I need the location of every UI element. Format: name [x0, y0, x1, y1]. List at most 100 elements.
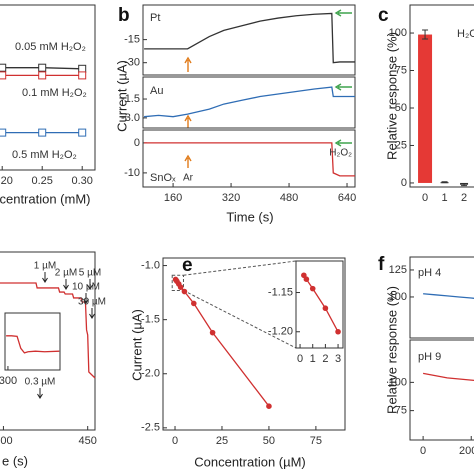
- marker: [38, 71, 47, 80]
- axes-frame: [409, 339, 474, 441]
- annotation: 5 µM: [79, 268, 101, 279]
- x-tick-label: 25: [216, 435, 228, 447]
- y-tick-label: -1.20: [268, 326, 293, 338]
- x-axis-label: centration (mM): [0, 191, 91, 206]
- inset-frame: [4, 312, 61, 371]
- x-axis-label: Time (s): [226, 209, 273, 224]
- arrow: [184, 114, 192, 128]
- axes-frame: [142, 129, 356, 188]
- y-tick-label: -2.5: [141, 422, 160, 434]
- y-tick-label: -3.0: [121, 112, 140, 124]
- marker: [0, 128, 7, 137]
- y-tick-label: 0: [401, 177, 407, 189]
- axes-frame: [0, 4, 96, 171]
- x-tick-label: 300: [0, 375, 17, 387]
- x-tick-label: 2000: [459, 445, 474, 457]
- x-axis-label: Concentration (µM): [194, 454, 306, 469]
- annotation: 10 µM: [72, 282, 100, 293]
- marker: [0, 63, 7, 72]
- annotation-arrow: [42, 272, 48, 283]
- panel-label: c: [378, 5, 389, 26]
- annotation: 30 µM: [78, 297, 106, 308]
- arrow: [334, 139, 352, 147]
- arrow: [334, 9, 352, 17]
- marker: [38, 63, 47, 72]
- marker: [0, 71, 7, 80]
- x-tick-label: 160: [164, 192, 182, 204]
- arrow: [184, 56, 192, 72]
- y-tick-label: 0: [134, 137, 140, 149]
- annotation-arrow: [83, 293, 89, 304]
- y-tick-label: -1.15: [268, 286, 293, 298]
- annotation: 1 µM: [34, 261, 56, 272]
- y-tick-label: -2.0: [141, 368, 160, 380]
- y-tick-label: 100: [389, 376, 407, 388]
- point: [266, 403, 272, 410]
- x-axis-label: e (s): [2, 453, 28, 468]
- axes-frame: [162, 257, 346, 431]
- y-tick-label: 100: [389, 291, 407, 303]
- x-tick-label: 480: [280, 192, 298, 204]
- error-bar: [441, 181, 448, 184]
- axes-frame: [0, 251, 96, 431]
- x-tick-label: 0: [420, 445, 426, 457]
- axes-frame: [409, 256, 474, 339]
- y-axis-label: Current (µA): [129, 309, 144, 381]
- marker: [78, 128, 87, 137]
- inset-point: [309, 285, 316, 292]
- y-tick-label: -10: [124, 167, 140, 179]
- point: [209, 329, 216, 336]
- subplot-label: pH 4: [418, 267, 441, 279]
- marker: [78, 64, 87, 73]
- panel-label: e: [182, 255, 193, 276]
- y-tick-label: -1.5: [141, 314, 160, 326]
- arrows: [184, 9, 352, 168]
- line: [144, 86, 355, 118]
- arrow: [334, 83, 352, 91]
- y-axis-label: Relative response (%): [384, 32, 399, 160]
- x-tick-label: 2: [322, 353, 328, 365]
- x-tick-label: 640: [338, 192, 356, 204]
- error-bar: [461, 183, 468, 187]
- point: [177, 284, 184, 291]
- annotation-arrow: [89, 308, 95, 319]
- x-tick-label: 3: [335, 353, 341, 365]
- annotation: Ar: [183, 173, 194, 184]
- arrow: [184, 154, 192, 168]
- marker: [78, 71, 87, 80]
- line: [144, 142, 355, 177]
- axes-frame: [409, 4, 474, 188]
- x-tick-label: 0: [172, 435, 178, 447]
- line: [422, 372, 474, 382]
- error-bar: [422, 29, 429, 40]
- x-tick-label: 0.25: [31, 175, 52, 187]
- x-tick-label: 1: [441, 192, 447, 204]
- y-axis-label: Relative response (%): [384, 286, 399, 414]
- y-tick-label: -30: [124, 57, 140, 69]
- y-axis-label: Current (µA): [114, 60, 129, 132]
- inset-point: [335, 328, 341, 335]
- annotation-arrow: [63, 279, 69, 290]
- line: [0, 282, 96, 379]
- marker: [38, 128, 47, 137]
- inset-point: [322, 305, 329, 312]
- annotation-arrow: [87, 279, 93, 290]
- y-tick-label: 75: [395, 64, 407, 76]
- series-label: 0.1 mM H₂O₂: [22, 87, 87, 99]
- annotation-arrow: [37, 388, 43, 399]
- annotation: H₂O₂: [457, 28, 474, 40]
- x-tick-label: 75: [310, 435, 322, 447]
- line: [0, 74, 83, 77]
- y-tick-label: 125: [389, 264, 407, 276]
- annotation: 2 µM: [55, 268, 77, 279]
- x-tick-label: 50: [263, 435, 275, 447]
- subplot-label: Au: [150, 85, 163, 97]
- y-tick-label: 25: [395, 139, 407, 151]
- x-tick-label: 300: [0, 435, 13, 447]
- line: [423, 293, 474, 299]
- y-tick-label: -15: [124, 34, 140, 46]
- y-tick-label: 75: [395, 405, 407, 417]
- point: [191, 300, 197, 307]
- subplot-label: Pt: [150, 12, 160, 24]
